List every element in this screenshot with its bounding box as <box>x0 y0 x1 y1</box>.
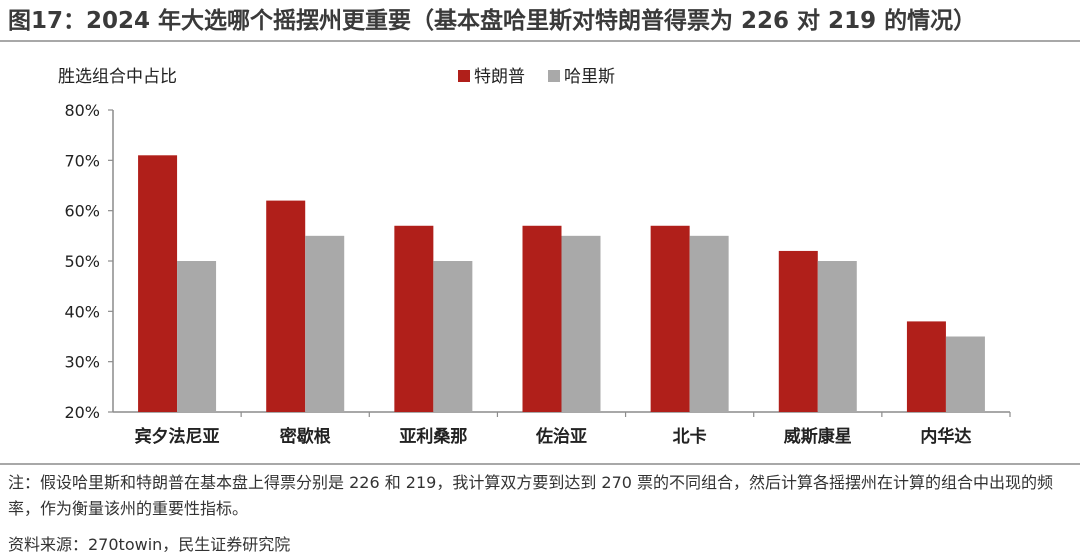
x-category-label: 亚利桑那 <box>399 426 467 447</box>
axes: 20% 30% 40% 50% 60% 70% 80% <box>64 101 1011 422</box>
bar-trump <box>522 225 562 412</box>
y-tick-label: 20% <box>64 403 100 422</box>
category-labels: 宾夕法尼亚 密歇根 亚利桑那 佐治亚 北卡 威斯康星 内华达 <box>135 426 972 447</box>
footnote: 注：假设哈里斯和特朗普在基本盘上得票分别是 226 和 219，我计算双方要到达… <box>8 473 1054 518</box>
source-line: 资料来源：270towin，民生证券研究院 <box>8 535 291 554</box>
y-tick-label: 40% <box>64 302 100 321</box>
bar-trump <box>906 321 946 412</box>
legend-label: 哈里斯 <box>564 67 615 87</box>
x-category-label: 密歇根 <box>280 426 331 447</box>
x-category-label: 内华达 <box>920 426 971 447</box>
bars <box>138 155 985 413</box>
bar-harris <box>433 261 473 412</box>
bar-harris <box>945 336 985 412</box>
y-tick-label: 60% <box>64 202 100 221</box>
bar-trump <box>266 200 306 412</box>
bar-harris <box>177 261 217 412</box>
y-axis-title: 胜选组合中占比 <box>58 67 177 87</box>
figure-title: 图17：2024 年大选哪个摇摆州更重要（基本盘哈里斯对特朗普得票为 226 对… <box>8 8 977 34</box>
legend-swatch <box>548 70 560 82</box>
bar-harris <box>561 235 601 412</box>
legend-label: 特朗普 <box>474 67 525 87</box>
footer-divider <box>0 463 1080 465</box>
bar-harris <box>817 261 857 412</box>
bar-harris <box>689 235 729 412</box>
x-category-label: 宾夕法尼亚 <box>135 426 220 447</box>
x-category-label: 佐治亚 <box>535 426 587 447</box>
y-tick-label: 80% <box>64 101 100 120</box>
bar-trump <box>394 225 434 412</box>
y-tick-label: 30% <box>64 353 100 372</box>
bar-chart: 胜选组合中占比 特朗普 哈里斯 20% 30% 40% 50% 60% 70% 80% 宾夕法… <box>58 67 1011 447</box>
legend-swatch <box>458 70 470 82</box>
title-divider <box>0 40 1080 42</box>
x-category-label: 北卡 <box>673 426 707 447</box>
x-category-label: 威斯康星 <box>784 426 852 447</box>
bar-harris <box>305 235 345 412</box>
legend: 特朗普 哈里斯 <box>458 67 615 87</box>
y-tick-label: 70% <box>64 151 100 170</box>
bar-trump <box>138 155 178 413</box>
y-tick-label: 50% <box>64 252 100 271</box>
bar-trump <box>650 225 690 412</box>
bar-trump <box>778 250 818 412</box>
